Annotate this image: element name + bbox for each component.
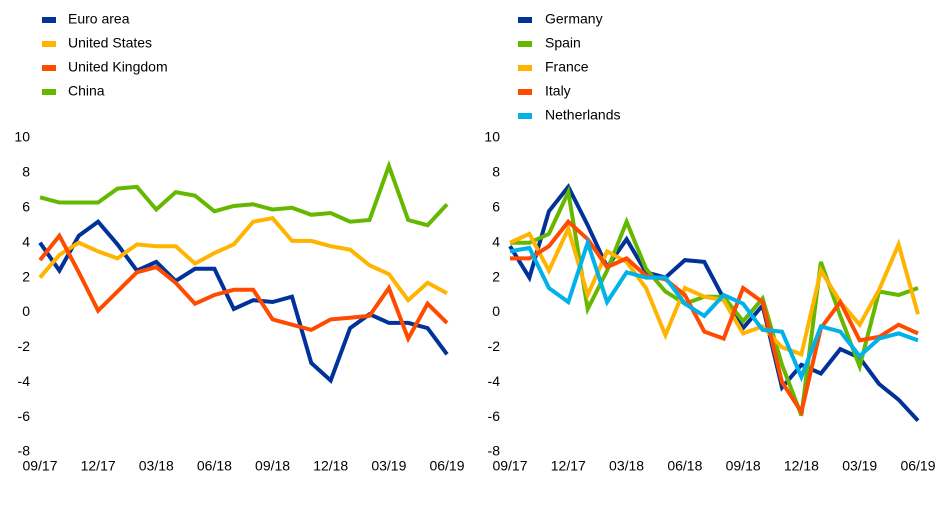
x-tick-label: 06/19 <box>429 458 464 474</box>
y-tick-label: -6 <box>488 408 501 424</box>
legend-swatch <box>518 17 532 23</box>
y-tick-label: 6 <box>22 198 30 214</box>
data-line <box>38 218 449 384</box>
data-line <box>39 159 449 228</box>
data-line <box>38 216 448 304</box>
legend-swatch <box>518 41 532 47</box>
data-line <box>509 223 920 357</box>
legend-label: Italy <box>545 83 571 99</box>
legend-label: Germany <box>545 11 603 27</box>
x-tick-label: 03/19 <box>842 458 877 474</box>
x-tick-label: 06/18 <box>197 458 232 474</box>
legend-label: United Kingdom <box>68 59 168 75</box>
y-tick-label: -4 <box>488 373 501 389</box>
y-tick-label: 0 <box>492 303 500 319</box>
y-tick-label: 0 <box>22 303 30 319</box>
legend-label: China <box>68 83 105 99</box>
y-tick-label: 2 <box>492 268 500 284</box>
legend-label: Euro area <box>68 11 130 27</box>
x-tick-label: 03/19 <box>371 458 406 474</box>
x-tick-label: 09/17 <box>22 458 57 474</box>
x-tick-label: 03/18 <box>139 458 174 474</box>
legend-label: France <box>545 59 589 75</box>
legend-swatch <box>42 17 56 23</box>
legend-swatch <box>518 113 532 119</box>
y-tick-label: 4 <box>492 233 500 249</box>
y-tick-label: -2 <box>488 338 501 354</box>
data-line <box>510 218 919 417</box>
y-tick-label: -8 <box>18 443 31 459</box>
y-tick-label: -2 <box>18 338 31 354</box>
y-tick-label: 6 <box>492 198 500 214</box>
y-tick-label: -8 <box>488 443 501 459</box>
y-tick-label: 10 <box>14 129 30 145</box>
x-tick-label: 09/17 <box>492 458 527 474</box>
legend-swatch <box>518 89 532 95</box>
legend-swatch <box>42 65 56 71</box>
x-tick-label: 06/19 <box>900 458 935 474</box>
data-line <box>38 232 449 344</box>
x-tick-label: 12/17 <box>81 458 116 474</box>
data-line <box>508 183 920 422</box>
y-tick-label: 2 <box>22 268 30 284</box>
x-tick-label: 12/17 <box>551 458 586 474</box>
y-tick-label: -4 <box>18 373 31 389</box>
y-tick-label: -6 <box>18 408 31 424</box>
y-tick-label: 10 <box>484 129 500 145</box>
legend-label: Spain <box>545 35 581 51</box>
x-tick-label: 06/18 <box>667 458 702 474</box>
y-tick-label: 8 <box>492 164 500 180</box>
x-tick-label: 12/18 <box>784 458 819 474</box>
legend-swatch <box>518 65 532 71</box>
x-tick-label: 12/18 <box>313 458 348 474</box>
legend-swatch <box>42 89 56 95</box>
y-tick-label: 4 <box>22 233 30 249</box>
x-tick-label: 09/18 <box>726 458 761 474</box>
y-tick-label: 8 <box>22 164 30 180</box>
legend-swatch <box>42 41 56 47</box>
legend-label: Netherlands <box>545 107 621 123</box>
data-line <box>509 236 919 383</box>
legend-label: United States <box>68 35 152 51</box>
x-tick-label: 03/18 <box>609 458 644 474</box>
x-tick-label: 09/18 <box>255 458 290 474</box>
